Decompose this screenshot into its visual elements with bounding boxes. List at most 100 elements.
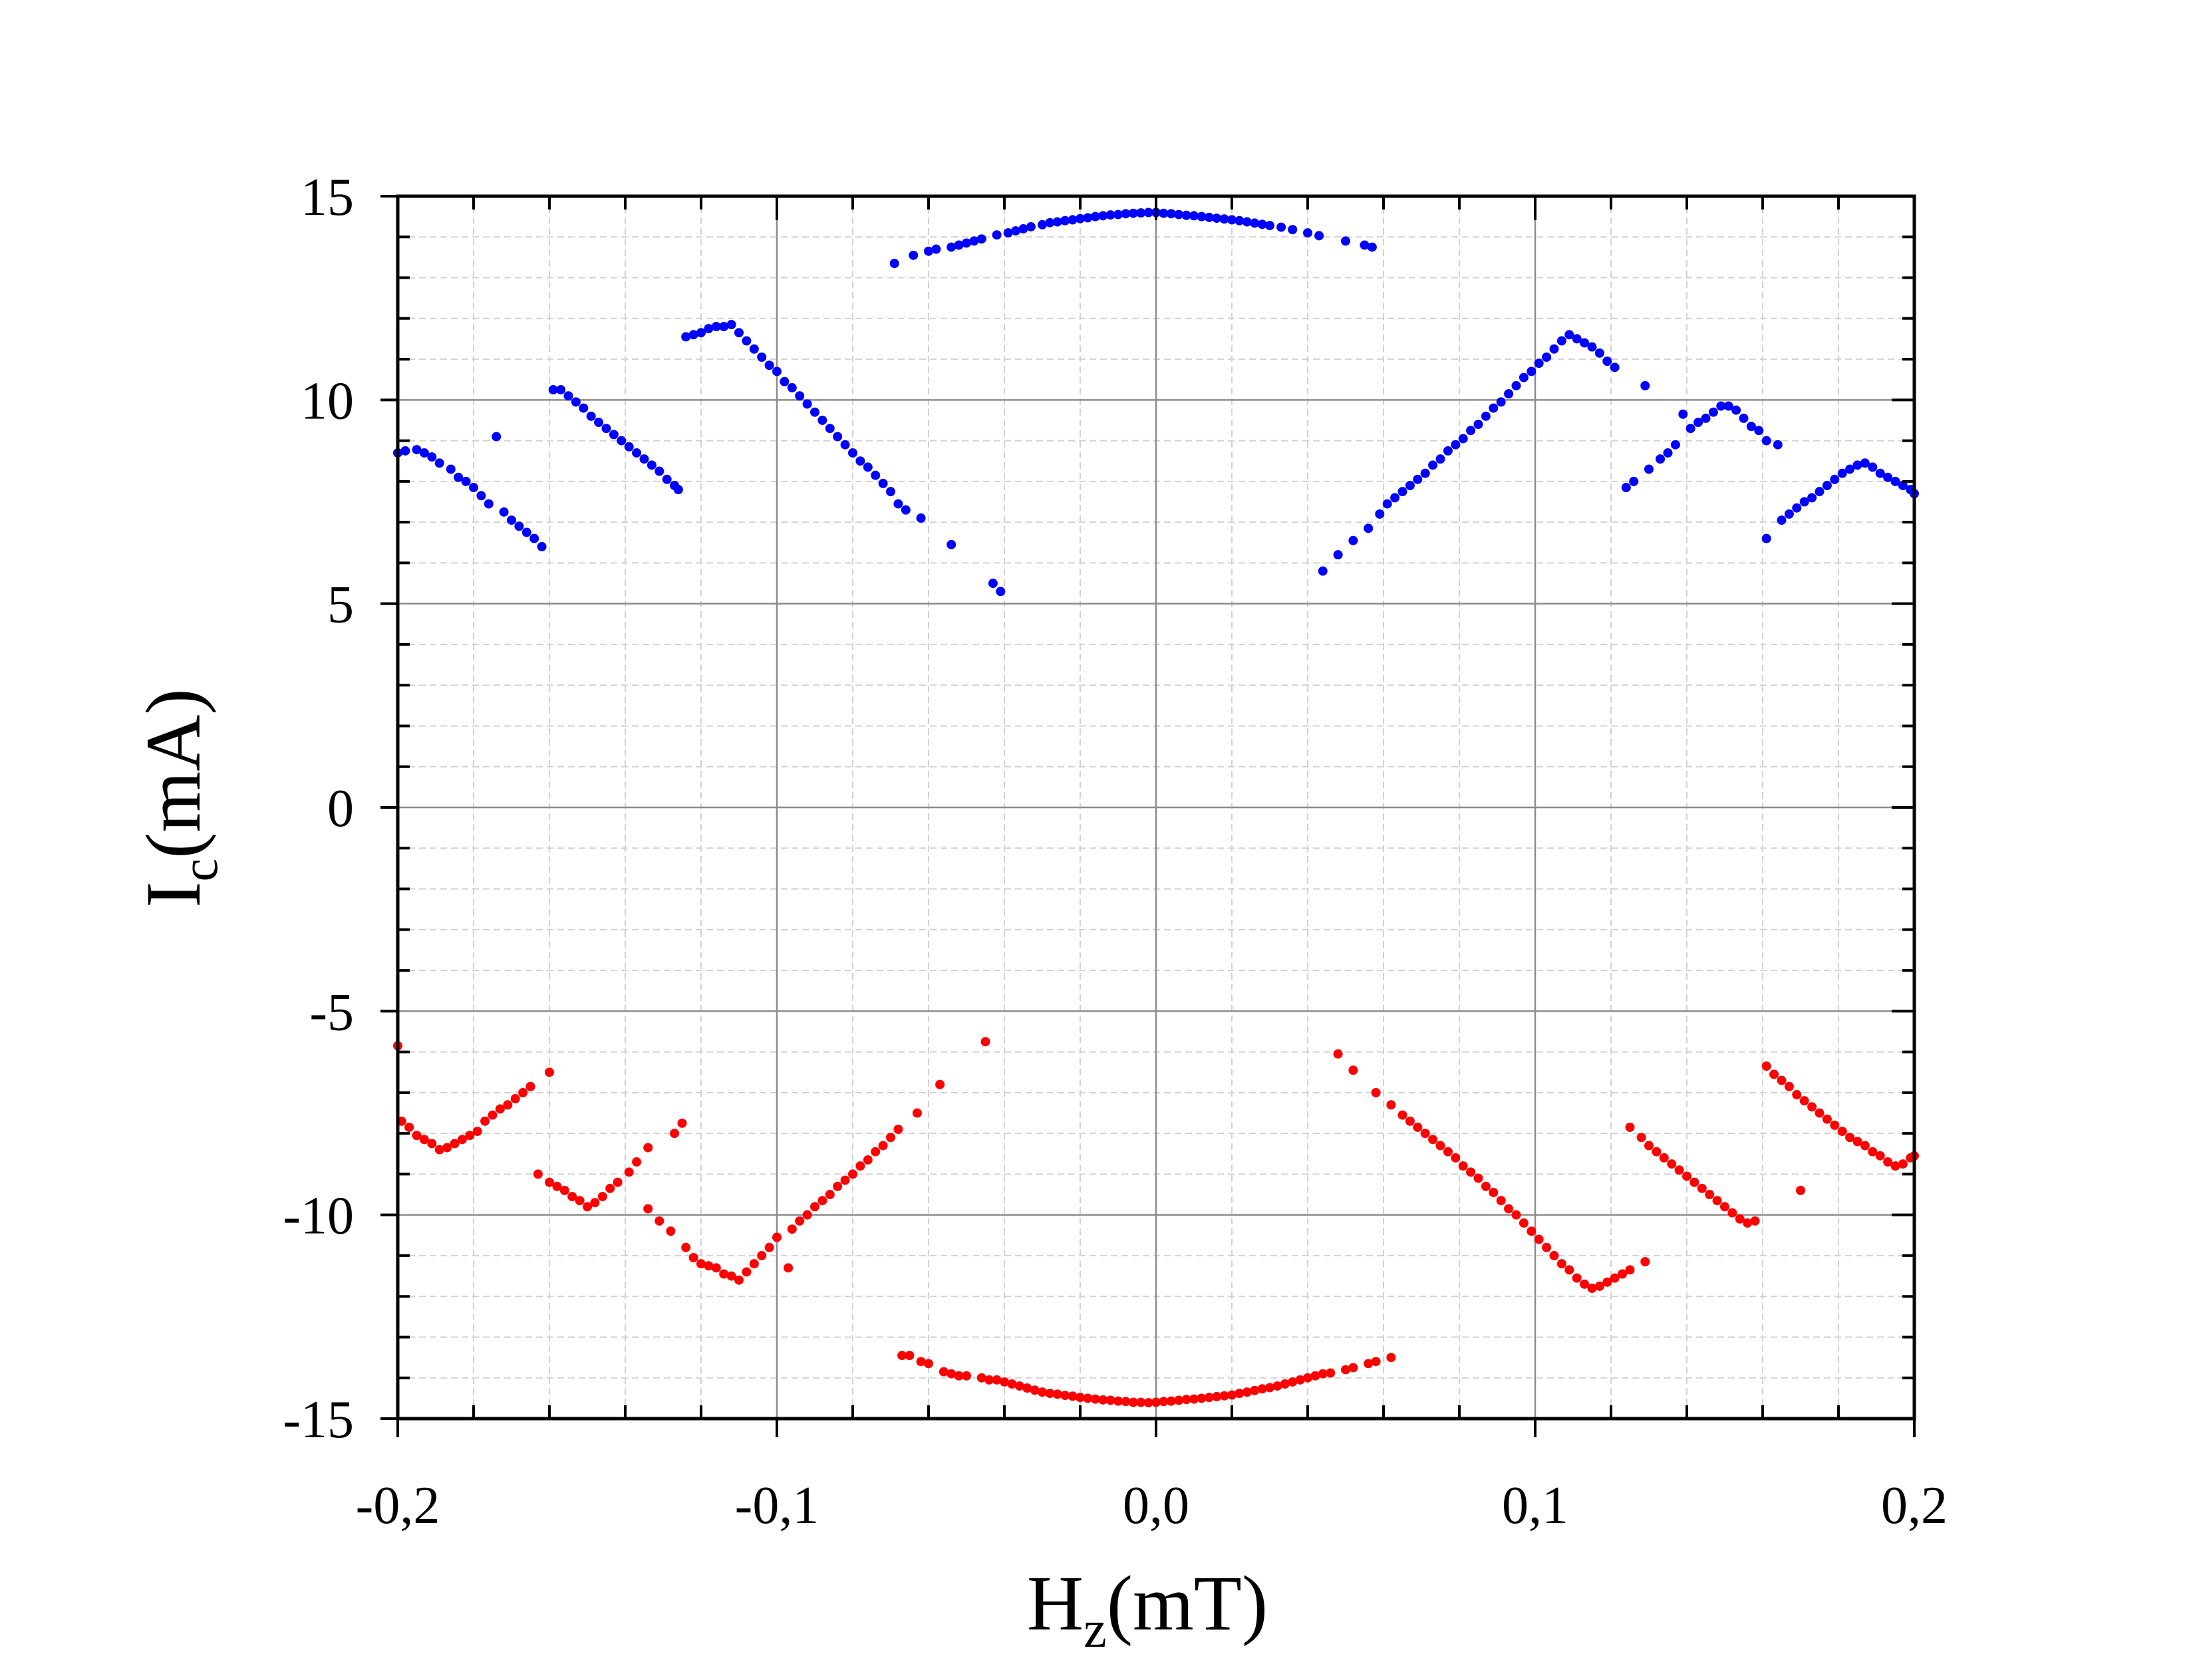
data-point-positive	[1621, 483, 1631, 493]
data-point-positive	[893, 499, 903, 509]
data-point-negative	[734, 1275, 744, 1285]
data-point-negative	[1519, 1218, 1529, 1228]
data-point-positive	[734, 328, 744, 338]
data-point-positive	[1181, 210, 1191, 220]
data-point-negative	[1652, 1147, 1662, 1157]
data-point-positive	[1773, 440, 1783, 450]
data-point-negative	[1777, 1075, 1787, 1085]
data-point-positive	[840, 440, 850, 450]
data-point-negative	[1625, 1122, 1635, 1132]
data-point-negative	[742, 1267, 752, 1277]
data-point-negative	[677, 1118, 687, 1128]
data-point-negative	[1288, 1377, 1298, 1387]
data-point-positive	[1318, 566, 1328, 576]
data-point-negative	[1769, 1069, 1779, 1079]
data-point-negative	[1705, 1190, 1715, 1200]
data-point-negative	[1076, 1393, 1085, 1403]
data-point-negative	[1181, 1395, 1191, 1405]
data-point-negative	[472, 1127, 482, 1137]
x-tick-label: 0,1	[1502, 1476, 1568, 1535]
data-point-positive	[1670, 440, 1680, 450]
data-point-negative	[833, 1181, 843, 1191]
data-point-positive	[1227, 215, 1237, 225]
data-point-negative	[643, 1204, 653, 1214]
data-point-positive	[1534, 358, 1544, 368]
data-point-negative	[1166, 1396, 1176, 1406]
data-point-negative	[784, 1263, 794, 1273]
data-point-positive	[1076, 213, 1085, 223]
data-point-positive	[492, 432, 502, 442]
data-point-negative	[1473, 1173, 1483, 1183]
data-point-positive	[476, 491, 486, 501]
data-point-negative	[1504, 1204, 1514, 1214]
data-point-negative	[1852, 1137, 1862, 1147]
data-point-positive	[1473, 420, 1483, 430]
data-point-positive	[1341, 236, 1350, 246]
data-point-positive	[469, 483, 478, 493]
data-point-positive	[992, 230, 1002, 240]
data-point-positive	[1602, 356, 1612, 366]
data-point-negative	[427, 1139, 437, 1149]
data-point-negative	[624, 1167, 634, 1177]
data-point-positive	[1629, 476, 1639, 486]
data-point-negative	[704, 1261, 714, 1271]
data-point-positive	[1242, 217, 1252, 227]
data-point-negative	[1219, 1391, 1229, 1401]
data-point-negative	[533, 1169, 543, 1179]
data-point-positive	[1038, 219, 1047, 229]
data-point-negative	[442, 1143, 452, 1153]
data-point-negative	[1090, 1394, 1100, 1404]
data-point-negative	[510, 1094, 520, 1104]
data-point-positive	[1136, 208, 1146, 218]
data-point-positive	[609, 430, 619, 440]
data-point-positive	[1640, 380, 1650, 390]
data-point-positive	[1026, 221, 1036, 231]
data-point-negative	[1792, 1089, 1802, 1099]
data-point-negative	[480, 1116, 490, 1126]
data-point-negative	[1682, 1171, 1691, 1181]
data-point-positive	[1397, 487, 1407, 497]
data-point-positive	[711, 322, 721, 332]
data-point-positive	[1610, 362, 1620, 372]
data-point-negative	[1052, 1389, 1062, 1399]
data-point-negative	[1295, 1375, 1305, 1385]
data-point-positive	[1868, 462, 1878, 472]
data-point-positive	[1739, 413, 1749, 423]
data-point-positive	[1405, 480, 1415, 490]
axis-ticks	[380, 195, 1916, 1437]
data-point-negative	[1405, 1116, 1415, 1126]
y-axis-subscript: c	[170, 859, 228, 882]
data-point-positive	[988, 579, 998, 589]
data-point-negative	[1105, 1395, 1115, 1405]
data-point-negative	[666, 1226, 676, 1236]
data-point-negative	[518, 1087, 528, 1097]
data-point-negative	[1197, 1393, 1207, 1403]
data-point-negative	[1428, 1135, 1438, 1145]
data-point-negative	[1743, 1218, 1753, 1228]
data-point-negative	[1549, 1250, 1559, 1260]
data-point-positive	[446, 464, 456, 474]
data-point-negative	[632, 1157, 642, 1167]
data-point-negative	[503, 1100, 513, 1110]
data-point-positive	[1815, 487, 1825, 497]
data-point-negative	[1674, 1165, 1684, 1175]
data-point-negative	[1511, 1210, 1521, 1220]
data-point-positive	[1792, 503, 1802, 513]
data-point-negative	[840, 1175, 850, 1185]
data-point-negative	[688, 1252, 698, 1262]
data-point-negative	[1348, 1065, 1358, 1075]
data-point-negative	[939, 1367, 949, 1377]
data-point-positive	[1189, 211, 1199, 221]
data-point-negative	[1045, 1389, 1055, 1399]
data-point-negative	[1000, 1377, 1009, 1387]
data-point-negative	[810, 1202, 819, 1212]
data-point-positive	[1288, 225, 1298, 235]
data-point-positive	[1489, 403, 1499, 413]
data-point-positive	[1511, 380, 1521, 390]
data-point-positive	[563, 391, 573, 401]
data-point-positive	[889, 259, 899, 269]
data-point-positive	[749, 344, 759, 354]
data-point-negative	[954, 1371, 964, 1381]
data-point-positive	[1375, 509, 1385, 519]
data-point-positive	[1466, 426, 1476, 436]
